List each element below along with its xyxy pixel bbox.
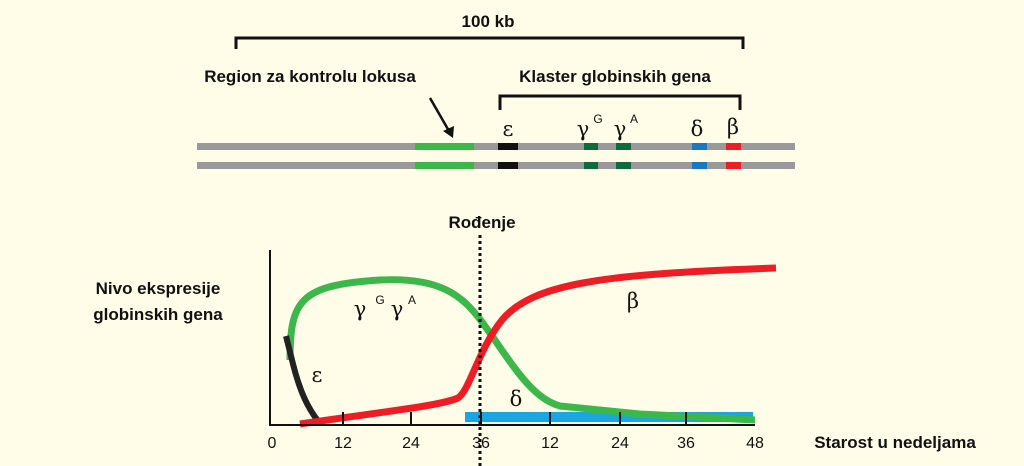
lcr-label: Region za kontrolu lokusa <box>204 67 416 86</box>
gene-gamma-a: γ <box>614 117 627 141</box>
lcr-block <box>415 143 474 150</box>
epsilon-block <box>498 162 518 169</box>
gamma-g-block <box>584 162 598 169</box>
y-label: Nivo ekspresije <box>96 279 221 298</box>
epsilon-curve <box>283 335 321 423</box>
scale-bracket <box>234 36 745 49</box>
epsilon-block <box>498 143 518 150</box>
beta-block <box>726 162 741 169</box>
y-label: globinskih gena <box>93 305 223 324</box>
curve-label-delta: δ <box>510 387 523 411</box>
x-tick-label: 48 <box>746 435 764 452</box>
curve-label-beta: β <box>627 289 639 313</box>
gene-delta: δ <box>691 117 704 141</box>
strand <box>197 143 795 150</box>
delta-block <box>692 162 707 169</box>
axes <box>269 250 755 426</box>
gene-epsilon: ε <box>503 117 514 141</box>
curve-label-a: A <box>408 293 416 307</box>
beta-curve <box>299 264 777 428</box>
gamma-a-block <box>616 143 631 150</box>
chromosomes <box>197 143 795 169</box>
curve-label-gamma: γ <box>354 297 367 321</box>
scale-label: 100 kb <box>462 12 515 31</box>
lcr-block <box>415 162 474 169</box>
beta-block <box>726 143 741 150</box>
curve-label-epsilon: ε <box>312 363 323 387</box>
x-tick-label: 36 <box>677 435 695 452</box>
delta-bar <box>465 412 753 422</box>
x-tick-label: 0 <box>268 435 277 452</box>
x-ticks: 0 12 24 36 12 24 36 48 <box>268 412 764 452</box>
x-tick-label: 12 <box>541 435 559 452</box>
gene-a-sup: A <box>630 112 638 126</box>
delta-block <box>692 143 707 150</box>
lcr-arrowhead <box>443 126 454 138</box>
gamma-g-block <box>584 143 598 150</box>
cluster-bracket <box>498 94 742 110</box>
lcr-arrow <box>428 97 451 132</box>
strand <box>197 162 795 169</box>
gamma-a-block <box>616 162 631 169</box>
x-tick-label: 24 <box>402 435 420 452</box>
x-tick-label: 24 <box>611 435 629 452</box>
x-tick-label: 36 <box>472 435 490 452</box>
gene-beta: β <box>727 115 739 139</box>
cluster-label: Klaster globinskih gena <box>519 67 711 86</box>
x-tick-label: 12 <box>334 435 352 452</box>
x-label: Starost u nedeljama <box>814 433 976 452</box>
birth-label: Rođenje <box>448 213 515 232</box>
gene-gamma-g: γ <box>577 117 590 141</box>
gene-g-sup: G <box>593 112 602 126</box>
gamma-curve <box>286 276 756 424</box>
curve-label-gamma: γ <box>391 297 404 321</box>
curve-label-g: G <box>375 293 384 307</box>
